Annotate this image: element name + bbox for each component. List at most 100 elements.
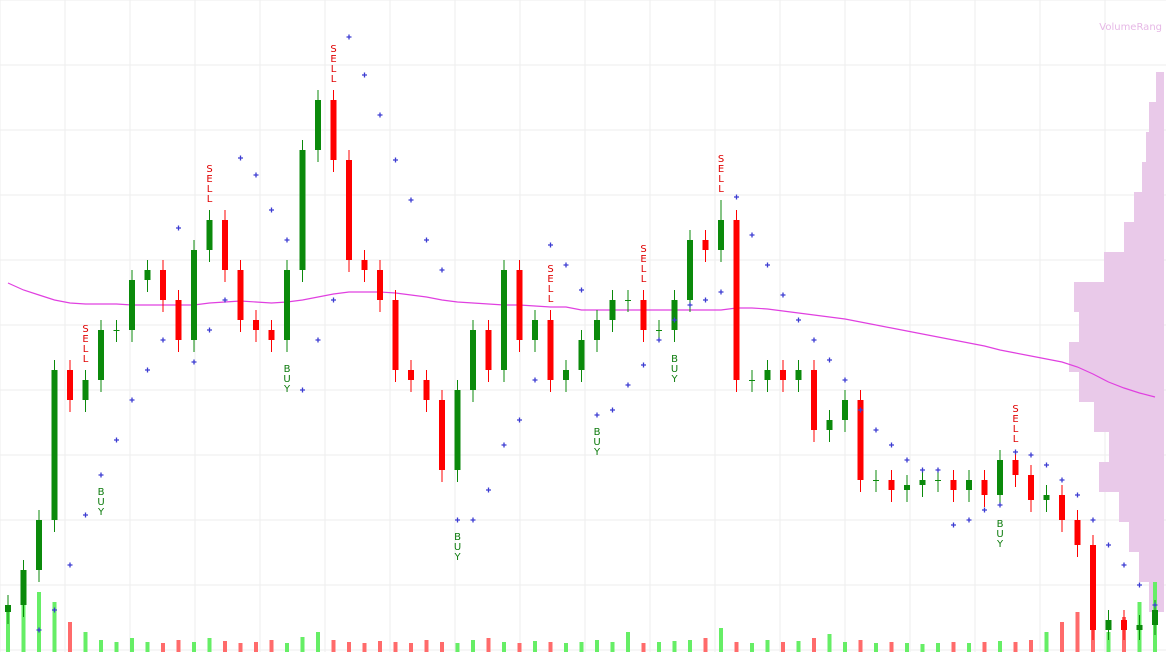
candle-body (764, 370, 771, 380)
volume-bar (145, 642, 150, 652)
volume-bar (548, 642, 553, 652)
candle-body (749, 380, 755, 381)
profile-bar (1109, 432, 1164, 462)
volume-bar (1106, 632, 1111, 652)
volume-bar (812, 638, 816, 652)
sar-dot (114, 437, 119, 443)
candle-body (36, 520, 42, 570)
candle-body (1059, 495, 1065, 520)
candle-body (82, 380, 89, 400)
volume-bar (858, 640, 863, 652)
volume-bar (533, 641, 537, 652)
candle-body (563, 370, 569, 380)
profile-bar (1142, 162, 1164, 192)
volume-bar (223, 641, 227, 652)
candle-body (640, 300, 647, 330)
candle-body (904, 485, 910, 490)
volume-bar (936, 643, 940, 652)
candle-body (299, 150, 306, 270)
volume-bar (1029, 640, 1033, 652)
sar-dot (579, 287, 584, 293)
candle-body (144, 270, 151, 280)
volume-bar (1075, 612, 1080, 652)
volume-bar (393, 642, 398, 652)
candle-body (733, 220, 740, 380)
volume-bar (517, 643, 522, 652)
candle-body (1028, 475, 1034, 500)
sar-dot (408, 197, 414, 203)
candle-body (997, 460, 1003, 495)
volume-bar (703, 638, 708, 652)
volume-bar (998, 641, 1002, 652)
candle-body (346, 160, 352, 260)
sar-dot (176, 225, 181, 231)
profile-bar (1079, 312, 1164, 342)
sar-dot (486, 487, 491, 493)
sar-dot (765, 262, 770, 268)
sar-dot (1090, 517, 1096, 523)
volume-bar (719, 628, 723, 652)
candle-body (485, 330, 492, 370)
sar-dot (98, 472, 104, 478)
sar-dot (517, 417, 522, 423)
volume-bar (269, 640, 274, 652)
candle-body (795, 370, 802, 380)
sar-dot (1121, 562, 1127, 568)
candle-body (67, 370, 73, 400)
profile-bar (1156, 72, 1164, 102)
volume-bar (579, 642, 584, 652)
profile-bar (1134, 192, 1164, 222)
sar-dot (346, 34, 352, 40)
sar-dot (207, 327, 212, 333)
sar-dot (455, 517, 460, 523)
volume-bar (192, 642, 196, 652)
sar-dot (377, 112, 383, 118)
volume-bar (378, 641, 382, 652)
volume-bar (316, 632, 320, 652)
candle-body (191, 250, 197, 340)
profile-bar (1146, 132, 1164, 162)
volume-bar (176, 640, 181, 652)
sar-dot (145, 367, 150, 373)
volume-bar (905, 643, 909, 652)
candle-body (780, 370, 786, 380)
profile-bar (1094, 402, 1164, 432)
sar-dot (563, 262, 569, 268)
volume-bar (409, 643, 413, 652)
sar-dot (331, 297, 336, 303)
candle-body (966, 480, 972, 490)
candle-body (857, 400, 864, 480)
candle-body (516, 270, 523, 340)
volume-bar (750, 643, 754, 652)
sar-dot (253, 172, 259, 178)
sar-dot (966, 517, 972, 523)
volume-bar (688, 640, 692, 652)
candle-body (718, 220, 724, 250)
volume-bar (1013, 642, 1018, 652)
sar-dot (269, 207, 274, 213)
candle-body (113, 330, 120, 331)
sar-dot (470, 517, 476, 523)
sar-dot (315, 337, 321, 343)
volume-bar (641, 643, 646, 652)
candle-body (51, 370, 58, 520)
profile-bar (1099, 462, 1164, 492)
sar-dot (52, 607, 57, 613)
sar-dot (83, 512, 88, 518)
candle-body (5, 605, 11, 612)
volume-bar (781, 642, 785, 652)
volume-bar (564, 643, 568, 652)
sar-dot (439, 267, 445, 273)
profile-bar (1124, 222, 1164, 252)
profile-bar (1069, 342, 1164, 372)
candle-body (1074, 520, 1081, 545)
candle-body (625, 300, 631, 301)
sar-dot (811, 337, 817, 343)
sar-dot (827, 357, 832, 363)
